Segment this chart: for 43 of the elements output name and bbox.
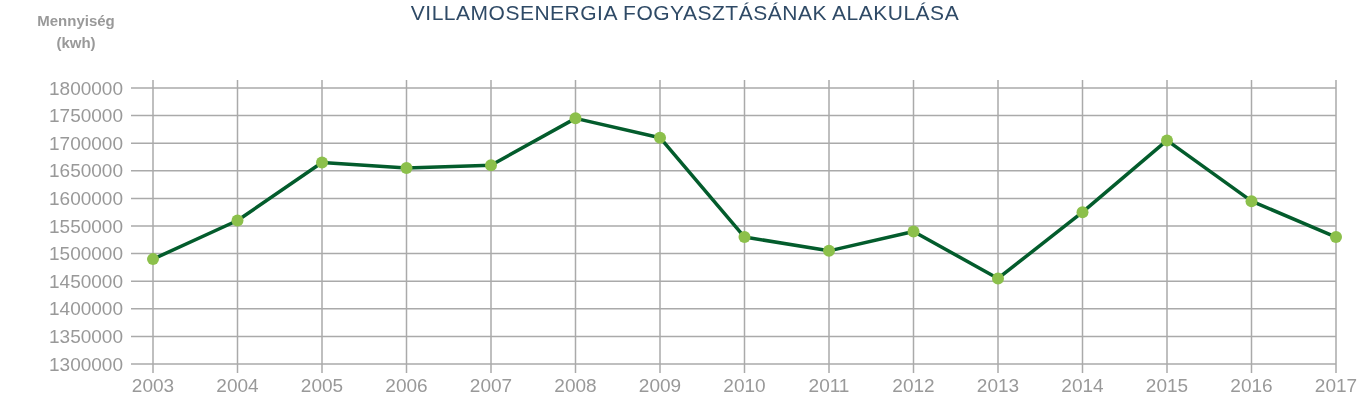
x-tick-label: 2008 (554, 375, 597, 396)
x-tick-label: 2010 (723, 375, 766, 396)
y-tick-label: 1350000 (49, 326, 123, 348)
x-tick-label: 2017 (1314, 375, 1358, 396)
point (1245, 195, 1258, 208)
x-tick-label: 2003 (131, 375, 175, 396)
y-tick-label: 1650000 (49, 160, 123, 182)
point (147, 253, 159, 266)
point (231, 214, 244, 227)
y-tick-label: 1700000 (49, 132, 123, 154)
point (1161, 134, 1173, 147)
x-tick-label: 2006 (385, 375, 428, 396)
y-tick-label: 1550000 (49, 215, 123, 237)
chart-title: VILLAMOSENERGIA FOGYASZTÁSÁNAK ALAKULÁSA (410, 1, 960, 24)
point (316, 156, 328, 169)
point (907, 225, 920, 238)
x-tick-label: 2004 (216, 375, 260, 396)
x-tick-label: 2011 (808, 375, 850, 396)
x-tick-label: 2016 (1230, 375, 1273, 396)
point (400, 162, 413, 175)
point (992, 272, 1004, 285)
y-tick-label: 1800000 (49, 77, 123, 99)
x-tick-label: 2014 (1061, 375, 1105, 396)
x-tick-label: 2007 (469, 375, 513, 396)
x-tick-label: 2012 (892, 375, 935, 396)
y-axis-title: Mennyiség (kwh) (37, 12, 115, 51)
point (569, 112, 582, 125)
point (485, 159, 497, 172)
x-tick-label: 2009 (638, 375, 682, 396)
point (1076, 206, 1089, 219)
x-tick-label: 2005 (300, 375, 344, 396)
point (1330, 231, 1342, 244)
point (654, 131, 666, 144)
point (823, 244, 835, 257)
y-tick-label: 1600000 (49, 188, 123, 210)
x-tick-label: 2013 (976, 375, 1020, 396)
y-tick-label: 1400000 (49, 298, 123, 320)
y-tick-label: 1750000 (49, 105, 123, 127)
point (738, 231, 751, 244)
x-tick-label: 2015 (1145, 375, 1189, 396)
y-tick-label: 1300000 (49, 353, 123, 375)
y-tick-label: 1450000 (49, 270, 123, 292)
y-tick-label: 1500000 (49, 243, 123, 265)
